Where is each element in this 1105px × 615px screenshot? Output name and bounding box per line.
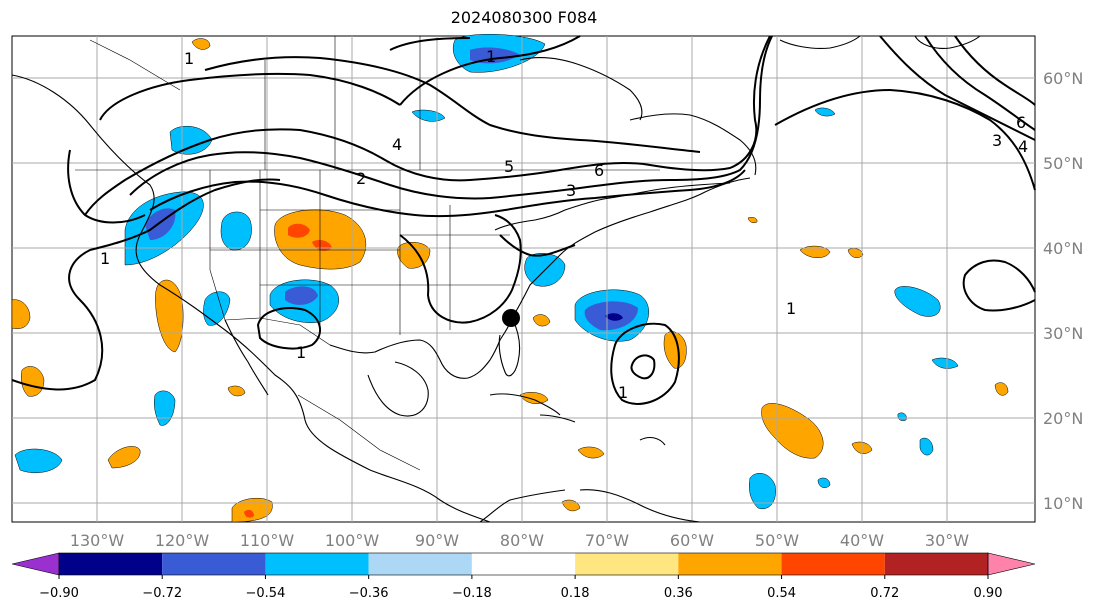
contour-label: 2	[356, 169, 366, 188]
contour-label-group: 1 1 1 1 2 3 3 4 4 5 6 6 1 1	[100, 47, 1028, 402]
coastlines	[11, 35, 981, 523]
colorbar-tick-label: −0.18	[452, 586, 492, 601]
neg-anomaly-region	[14, 448, 63, 473]
contour-label: 1	[100, 249, 110, 268]
colorbar-labels: −0.90 −0.72 −0.54 −0.36 −0.18 0.18 0.36 0.54 0.7…	[39, 575, 1002, 601]
contour-label: 5	[504, 157, 514, 176]
pos-anomaly-region	[155, 279, 184, 353]
colorbar-swatch	[575, 553, 679, 575]
lat-tick-label: 20°N	[1043, 409, 1083, 428]
colorbar-tick-label: 0.72	[870, 586, 899, 601]
pos-anomaly-region	[577, 446, 605, 459]
colorbar-swatch	[162, 553, 266, 575]
pos-anomaly-region	[11, 299, 31, 329]
pos-anomaly-region	[519, 392, 549, 404]
lat-tick-label: 50°N	[1043, 154, 1083, 173]
colorbar-swatch	[265, 553, 369, 575]
lat-tick-label: 40°N	[1043, 239, 1083, 258]
lat-axis-labels: 60°N 50°N 40°N 30°N 20°N 10°N	[1043, 69, 1083, 513]
storm-center-marker	[502, 309, 520, 327]
lon-tick-label: 40°W	[840, 531, 884, 550]
lon-tick-label: 80°W	[500, 531, 544, 550]
neg-anomaly-region	[894, 286, 941, 317]
map-panel: 1 1 1 1 2 3 3 4 4 5 6 6 1 1	[11, 33, 1036, 523]
pos-anomaly-region	[747, 216, 758, 224]
pos-anomaly-core	[288, 223, 310, 238]
lon-tick-label: 130°W	[70, 531, 125, 550]
colorbar-tick-label: −0.54	[246, 586, 286, 601]
map-frame	[11, 35, 1036, 523]
pos-anomaly-core	[244, 509, 254, 518]
pos-anomaly-region	[21, 366, 45, 397]
neg-anomaly-region	[897, 412, 907, 421]
colorbar-swatch	[678, 553, 782, 575]
colorbar-swatch	[59, 553, 163, 575]
pos-anomaly-region	[994, 382, 1009, 396]
colorbar-tick-label: 0.36	[664, 586, 693, 601]
colorbar: −0.90 −0.72 −0.54 −0.36 −0.18 0.18 0.36 0.54 0.7…	[11, 552, 1036, 601]
lon-tick-label: 120°W	[155, 531, 210, 550]
lat-tick-label: 30°N	[1043, 324, 1083, 343]
pos-anomaly-region	[799, 245, 831, 258]
lon-tick-label: 30°W	[925, 531, 969, 550]
pos-anomaly-region	[231, 497, 273, 523]
lon-tick-label: 50°W	[755, 531, 799, 550]
colorbar-tick-label: −0.36	[349, 586, 389, 601]
colorbar-tick-label: 0.54	[767, 586, 796, 601]
contour-label: 1	[618, 383, 628, 402]
neg-anomaly-region	[931, 357, 959, 369]
contour-label: 3	[992, 131, 1002, 150]
lon-axis-labels: 130°W 120°W 110°W 100°W 90°W 80°W 70°W 6…	[70, 531, 969, 550]
neg-anomaly-region	[817, 477, 831, 488]
pos-anomaly-region	[532, 314, 551, 327]
colorbar-tick-label: −0.90	[39, 586, 79, 601]
lon-tick-label: 90°W	[415, 531, 459, 550]
lat-tick-label: 10°N	[1043, 494, 1083, 513]
neg-anomaly-region	[749, 473, 776, 510]
neg-anomaly-region	[814, 107, 836, 117]
lon-tick-label: 60°W	[670, 531, 714, 550]
contour-label: 1	[486, 47, 496, 66]
colorbar-tick-label: 0.18	[561, 586, 590, 601]
pos-anomaly-region	[107, 446, 141, 469]
neg-anomaly-core	[470, 47, 520, 64]
contour-label: 6	[1016, 113, 1026, 132]
colorbar-swatch	[471, 553, 576, 575]
neg-anomaly-peak	[605, 313, 623, 321]
contour-label: 4	[392, 135, 402, 154]
colorbar-tick-label: −0.72	[142, 586, 182, 601]
colorbar-extend-low	[11, 552, 60, 576]
colorbar-extend-high	[987, 552, 1036, 576]
neg-anomaly-region	[203, 291, 231, 326]
lon-tick-label: 70°W	[585, 531, 629, 550]
neg-anomaly-region	[153, 390, 176, 426]
lon-tick-label: 100°W	[325, 531, 380, 550]
colorbar-swatch	[781, 553, 885, 575]
graticule	[12, 36, 1035, 522]
contour-label: 3	[566, 181, 576, 200]
contour-label: 1	[184, 49, 194, 68]
pos-anomaly-region	[227, 385, 246, 397]
neg-anomaly-region	[919, 437, 934, 456]
colorbar-outline	[58, 552, 989, 576]
neg-anomaly-region	[220, 211, 252, 251]
map-title: 2024080300 F084	[450, 8, 598, 27]
contour-label: 1	[296, 343, 306, 362]
neg-anomaly-core	[285, 286, 318, 305]
contour-lines	[11, 35, 1036, 405]
contour-label: 6	[594, 161, 604, 180]
contour-label: 1	[786, 299, 796, 318]
colorbar-swatch	[884, 553, 988, 575]
colorbar-swatch	[368, 553, 472, 575]
colorbar-tick-label: 0.90	[974, 586, 1003, 601]
contour-label: 4	[1018, 137, 1028, 156]
lon-tick-label: 110°W	[240, 531, 295, 550]
pos-anomaly-region	[191, 38, 211, 50]
lat-tick-label: 60°N	[1043, 69, 1083, 88]
colorbar-swatches	[11, 552, 1036, 576]
